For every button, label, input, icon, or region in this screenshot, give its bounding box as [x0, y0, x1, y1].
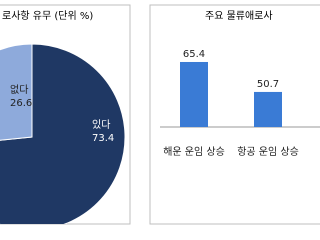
pie-slice [0, 43, 33, 141]
slice-label: 없다 [10, 83, 28, 96]
value-label: 65.4 [183, 49, 205, 60]
bar-title: 주요 물류애로사 [205, 10, 273, 22]
bar [180, 61, 208, 128]
value-label: 50.7 [257, 79, 279, 90]
slice-label: 있다 [92, 119, 110, 131]
slice-value: 26.6 [10, 98, 32, 109]
pie-slice [0, 43, 126, 224]
pie-title: 로사항 유무 (단위 %) [2, 9, 93, 22]
slice-value: 73.4 [92, 133, 114, 144]
bar [254, 91, 282, 127]
pie-area [0, 43, 126, 224]
x-tick-label: 항공 운임 상승 [237, 145, 299, 158]
right-panel [149, 4, 320, 225]
x-tick-label: 해운 운임 상승 [163, 145, 225, 158]
